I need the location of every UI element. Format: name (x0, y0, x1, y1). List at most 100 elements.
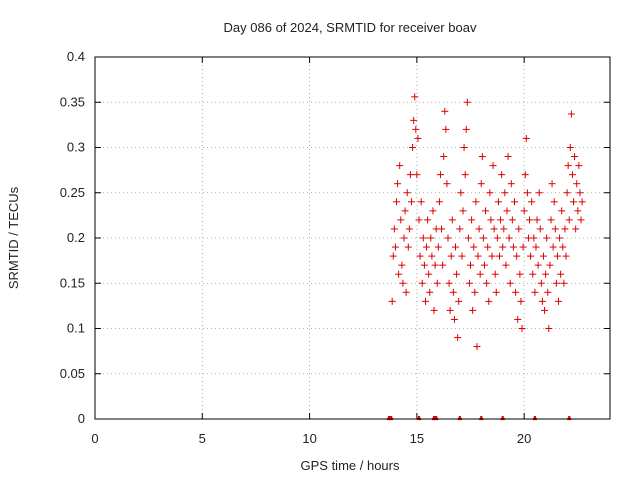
data-point (508, 216, 516, 224)
data-point (560, 279, 568, 287)
x-tick-label: 5 (199, 431, 206, 446)
x-tick-label: 15 (410, 431, 424, 446)
data-point (517, 297, 525, 305)
data-point (453, 270, 461, 278)
data-point (502, 261, 510, 269)
data-point (456, 225, 464, 233)
data-point (435, 198, 443, 206)
data-point (547, 216, 555, 224)
data-point (506, 279, 514, 287)
data-point (438, 225, 446, 233)
data-point (468, 216, 476, 224)
data-point (530, 234, 538, 242)
data-point (430, 306, 438, 314)
data-point (567, 110, 575, 118)
data-point (469, 306, 477, 314)
data-point (429, 207, 437, 215)
data-point (548, 180, 556, 188)
data-point (423, 243, 431, 251)
y-tick-label: 0 (78, 411, 85, 426)
data-point (539, 252, 547, 260)
data-point (394, 180, 402, 188)
data-point (489, 162, 497, 170)
data-point (421, 297, 429, 305)
y-tick-label: 0.35 (60, 94, 85, 109)
data-point (555, 297, 562, 305)
x-tick-label: 20 (517, 431, 531, 446)
data-point (534, 261, 542, 269)
data-point (564, 162, 572, 170)
data-point (416, 252, 424, 260)
data-point (399, 279, 407, 287)
data-point (465, 279, 473, 287)
data-point (452, 243, 459, 251)
data-point (408, 198, 416, 206)
data-point (492, 288, 500, 296)
data-point (431, 261, 439, 269)
y-tick-label: 0.05 (60, 366, 85, 381)
data-point (410, 116, 418, 124)
data-point (450, 315, 458, 323)
data-point (389, 252, 397, 260)
data-point (439, 261, 447, 269)
data-points (386, 93, 586, 421)
y-tick-label: 0.4 (67, 49, 85, 64)
y-tick-label: 0.15 (60, 275, 85, 290)
axis-ticks: 0 0.05 0.1 0.15 0.2 0.25 0.3 0.35 0.4 0 5 10 15 20 (60, 49, 610, 446)
data-point (571, 153, 579, 161)
data-point (440, 153, 448, 161)
data-point (515, 225, 523, 233)
data-point (409, 144, 417, 151)
data-point (578, 198, 586, 206)
data-point (428, 252, 436, 260)
data-point (565, 216, 573, 224)
data-point (531, 288, 539, 296)
data-point (519, 243, 527, 251)
data-point (529, 270, 537, 278)
data-point (390, 225, 398, 233)
x-tick-label: 0 (91, 431, 98, 446)
data-point (520, 207, 528, 215)
data-point (551, 225, 559, 233)
data-point (511, 198, 519, 206)
data-point (532, 243, 540, 251)
y-tick-label: 0.2 (67, 230, 85, 245)
data-point (538, 297, 546, 305)
data-point (447, 252, 455, 260)
data-point (425, 270, 433, 278)
data-point (528, 198, 536, 206)
data-point (559, 243, 567, 251)
data-point (448, 216, 456, 224)
data-point (395, 270, 403, 278)
chart-title: Day 086 of 2024, SRMTID for receiver boa… (224, 20, 477, 35)
data-point (446, 306, 454, 314)
data-point (505, 234, 513, 242)
data-point (552, 279, 560, 287)
data-point (443, 180, 451, 188)
data-point (419, 234, 427, 242)
data-point (497, 216, 505, 224)
data-point (536, 225, 544, 233)
data-point (504, 153, 512, 161)
data-point (523, 189, 531, 197)
data-point (558, 207, 566, 215)
data-point (503, 207, 511, 215)
data-point (522, 134, 530, 142)
data-point (499, 243, 507, 251)
data-point (398, 261, 406, 269)
data-point (442, 125, 450, 133)
data-point (482, 207, 490, 215)
data-point (574, 207, 582, 215)
data-point (391, 243, 399, 251)
data-point (455, 297, 463, 305)
data-point (457, 189, 465, 197)
data-point (543, 234, 551, 242)
data-point (488, 252, 496, 260)
data-point (388, 297, 396, 305)
data-point (483, 279, 491, 287)
data-point (494, 198, 502, 206)
data-point (500, 225, 508, 233)
data-point (493, 234, 501, 242)
data-point (449, 288, 457, 296)
x-axis-label: GPS time / hours (301, 458, 400, 473)
